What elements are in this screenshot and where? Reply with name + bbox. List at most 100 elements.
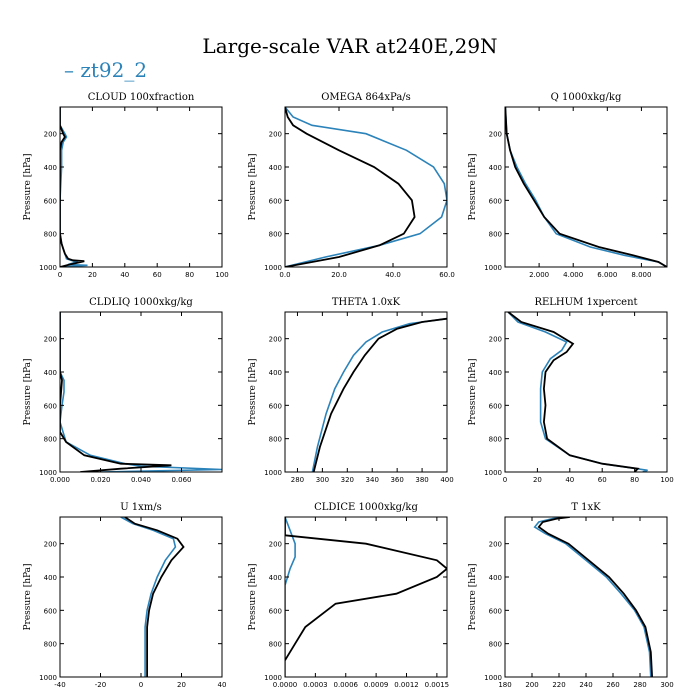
x-tick-label: 180 [498,681,511,689]
y-tick-label: 600 [489,607,502,615]
y-tick-label: 400 [489,369,502,377]
x-tick-label: 20 [88,271,97,279]
x-tick-label: 40.0 [385,271,401,279]
y-tick-label: 600 [269,607,282,615]
panel-title: T 1xK [571,502,601,513]
series-line-blue [285,107,447,267]
series-line-blue [507,312,648,472]
x-tick-label: 0.0012 [394,681,419,689]
x-tick-label: -20 [95,681,106,689]
y-tick-label: 800 [269,641,282,649]
legend-dash: – [64,58,81,82]
panel-4: CLDLIQ 1000xkg/kg Pressure [hPa] 200 400 600… [23,297,223,484]
plot-frame [284,106,448,268]
series-line-black [312,317,447,472]
x-tick-label: 220 [552,681,565,689]
y-tick-label: 600 [44,402,57,410]
y-tick-label: 200 [44,541,57,549]
x-tick-label: 260 [606,681,619,689]
series-line-black [60,312,172,472]
y-tick-label: 1000 [39,674,57,682]
series-line-black [507,312,640,472]
panel-5: THETA 1.0xK Pressure [hPa] 200 400 600 800 100… [248,297,454,484]
x-tick-label: 60 [153,271,162,279]
y-tick-label: 1000 [264,264,282,272]
y-tick-label: 400 [269,574,282,582]
y-axis-label: Pressure [hPa] [468,563,478,630]
y-tick-label: 400 [489,574,502,582]
series-line-black [537,517,653,677]
x-tick-label: 20.0 [331,271,347,279]
y-tick-label: 200 [269,131,282,139]
y-tick-label: 200 [489,541,502,549]
y-tick-label: 1000 [484,469,502,477]
x-tick-label: 40 [120,271,129,279]
plot-frame [59,106,223,268]
series-line-black [505,107,667,267]
y-tick-label: 800 [44,641,57,649]
panel-title: THETA 1.0xK [332,297,401,308]
x-tick-label: 40 [218,681,227,689]
x-tick-label: 240 [579,681,592,689]
x-tick-label: 8.000 [631,271,651,279]
panel-8: CLDICE 1000xkg/kg Pressure [hPa] 200 400 600… [248,502,449,689]
x-tick-label: 0 [58,271,62,279]
x-tick-label: 6.000 [597,271,617,279]
y-axis-label: Pressure [hPa] [248,563,258,630]
x-tick-label: 0.040 [131,476,151,484]
y-tick-label: 1000 [484,674,502,682]
panel-title: CLOUD 100xfraction [88,92,195,103]
plot-frame [284,516,448,678]
y-axis-label: Pressure [hPa] [23,563,33,630]
y-tick-label: 800 [269,231,282,239]
x-tick-label: 200 [525,681,538,689]
series-line-blue [285,517,296,677]
x-tick-label: 340 [366,476,379,484]
y-tick-label: 800 [44,436,57,444]
panel-title: RELHUM 1xpercent [534,297,637,308]
y-tick-label: 800 [489,436,502,444]
x-tick-label: 20 [177,681,186,689]
x-tick-label: 320 [341,476,354,484]
x-tick-label: 0 [503,476,507,484]
plot-frame [284,311,448,473]
figure-title: Large-scale VAR at240E,29N [202,34,498,58]
y-axis-label: Pressure [hPa] [23,358,33,425]
plot-frame [59,311,223,473]
x-tick-label: 360 [390,476,403,484]
series-line-blue [533,517,652,677]
y-tick-label: 200 [269,541,282,549]
plot-frame [59,516,223,678]
x-tick-label: 0.0006 [334,681,359,689]
series-line-black [285,517,447,661]
y-axis-label: Pressure [hPa] [23,153,33,220]
series-line-blue [60,107,88,267]
x-tick-label: 2.000 [529,271,549,279]
y-tick-label: 600 [44,197,57,205]
y-tick-label: 800 [489,641,502,649]
x-tick-label: 380 [415,476,428,484]
y-tick-label: 600 [489,197,502,205]
y-axis-label: Pressure [hPa] [248,358,258,425]
y-tick-label: 1000 [264,469,282,477]
x-tick-label: 4.000 [563,271,583,279]
x-tick-label: 20 [533,476,542,484]
y-axis-label: Pressure [hPa] [468,153,478,220]
x-tick-label: -40 [54,681,65,689]
plot-frame [504,516,668,678]
panel-2: OMEGA 864xPa/s Pressure [hPa] 200 400 600 800… [248,92,455,279]
y-tick-label: 600 [44,607,57,615]
x-tick-label: 60 [598,476,607,484]
y-tick-label: 600 [489,402,502,410]
y-tick-label: 400 [44,369,57,377]
x-tick-label: 400 [440,476,453,484]
y-tick-label: 400 [489,164,502,172]
plot-frame [504,311,668,473]
y-tick-label: 600 [269,197,282,205]
y-axis-label: Pressure [hPa] [468,358,478,425]
x-tick-label: 0 [139,681,143,689]
legend: – zt92_2 [64,58,147,82]
